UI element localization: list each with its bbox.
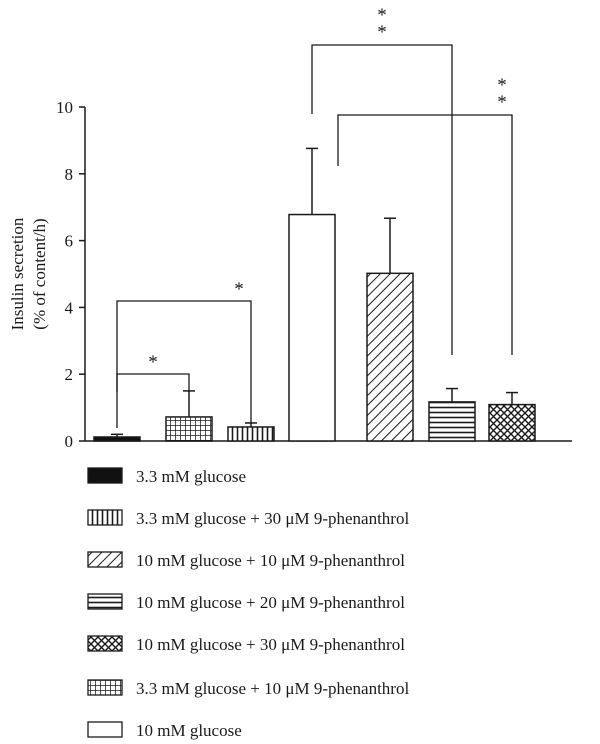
significance-bracket — [116, 373, 190, 392]
y-tick-label: 8 — [65, 165, 74, 184]
legend-swatch — [87, 467, 123, 484]
legend-label: 10 mM glucose + 30 μM 9-phenanthrol — [136, 635, 405, 654]
y-tick-label: 6 — [65, 232, 74, 251]
significance-star: * * — [497, 75, 507, 113]
bar — [227, 426, 275, 442]
bar — [428, 401, 476, 442]
y-axis-label-line2: (% of content/h) — [30, 218, 49, 329]
significance-bracket — [337, 114, 513, 355]
significance-bracket — [116, 300, 252, 428]
bar — [366, 272, 414, 442]
legend-swatch — [87, 635, 123, 652]
y-axis-label: Insulin secretion (% of content/h) — [8, 217, 49, 330]
legend-label: 3.3 mM glucose — [136, 467, 246, 486]
error-bars — [111, 147, 518, 437]
legend-label: 10 mM glucose — [136, 721, 242, 740]
bars — [93, 213, 536, 442]
legend-label: 3.3 mM glucose + 30 μM 9-phenanthrol — [136, 509, 409, 528]
legend-label: 10 mM glucose + 20 μM 9-phenanthrol — [136, 593, 405, 612]
significance-star: * * — [377, 5, 387, 43]
significance-star: * — [148, 352, 158, 373]
y-tick-label: 10 — [56, 98, 73, 117]
legend-swatch — [87, 551, 123, 568]
bar — [288, 213, 336, 442]
y-tick-label: 0 — [65, 432, 74, 451]
y-axis-label-line1: Insulin secretion — [8, 217, 27, 330]
legend-label: 3.3 mM glucose + 10 μM 9-phenanthrol — [136, 679, 409, 698]
significance-star: * — [234, 279, 244, 300]
bar — [165, 416, 213, 442]
significance-brackets: *** ** * — [116, 5, 513, 428]
y-tick-label: 4 — [65, 298, 74, 317]
legend-swatch — [87, 593, 123, 610]
bar — [488, 403, 536, 442]
legend-swatch — [87, 509, 123, 526]
legend-swatch — [87, 721, 123, 738]
y-tick-label: 2 — [65, 365, 74, 384]
significance-bracket — [311, 44, 453, 355]
bar — [93, 436, 141, 442]
legend: 3.3 mM glucose 3.3 mM glucose + 30 μM 9-p… — [87, 467, 409, 740]
legend-label: 10 mM glucose + 10 μM 9-phenanthrol — [136, 551, 405, 570]
legend-swatch — [87, 679, 123, 696]
